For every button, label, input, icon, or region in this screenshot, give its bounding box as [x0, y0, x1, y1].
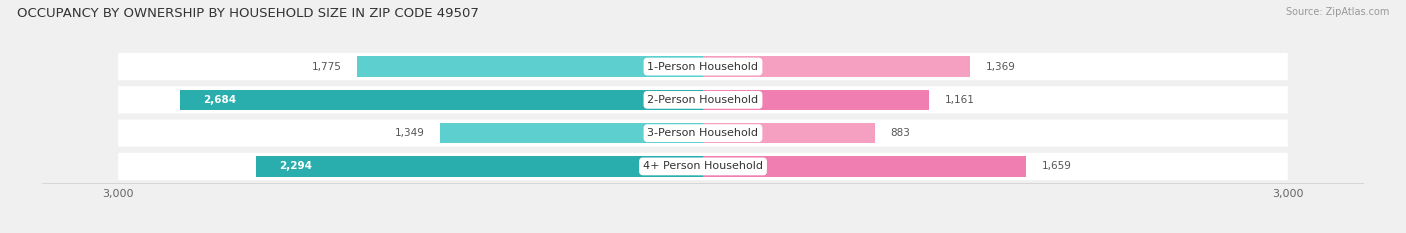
Text: 1-Person Household: 1-Person Household: [648, 62, 758, 72]
Bar: [703, 156, 1026, 177]
Text: 1,349: 1,349: [395, 128, 425, 138]
Bar: [703, 123, 875, 144]
Text: 2,684: 2,684: [204, 95, 236, 105]
Text: 1,659: 1,659: [1042, 161, 1071, 171]
Text: 1,161: 1,161: [945, 95, 974, 105]
Text: 2-Person Household: 2-Person Household: [647, 95, 759, 105]
FancyBboxPatch shape: [118, 153, 1288, 180]
Text: 1,775: 1,775: [312, 62, 342, 72]
Text: OCCUPANCY BY OWNERSHIP BY HOUSEHOLD SIZE IN ZIP CODE 49507: OCCUPANCY BY OWNERSHIP BY HOUSEHOLD SIZE…: [17, 7, 479, 20]
Bar: [357, 56, 703, 77]
Text: 4+ Person Household: 4+ Person Household: [643, 161, 763, 171]
Bar: [256, 156, 703, 177]
Bar: [180, 89, 703, 110]
FancyBboxPatch shape: [118, 120, 1288, 147]
Text: Source: ZipAtlas.com: Source: ZipAtlas.com: [1285, 7, 1389, 17]
Bar: [440, 123, 703, 144]
Text: 3-Person Household: 3-Person Household: [648, 128, 758, 138]
Bar: [703, 56, 970, 77]
Bar: [703, 89, 929, 110]
Text: 2,294: 2,294: [280, 161, 312, 171]
Text: 1,369: 1,369: [986, 62, 1015, 72]
FancyBboxPatch shape: [118, 53, 1288, 80]
FancyBboxPatch shape: [118, 86, 1288, 113]
Text: 883: 883: [891, 128, 911, 138]
